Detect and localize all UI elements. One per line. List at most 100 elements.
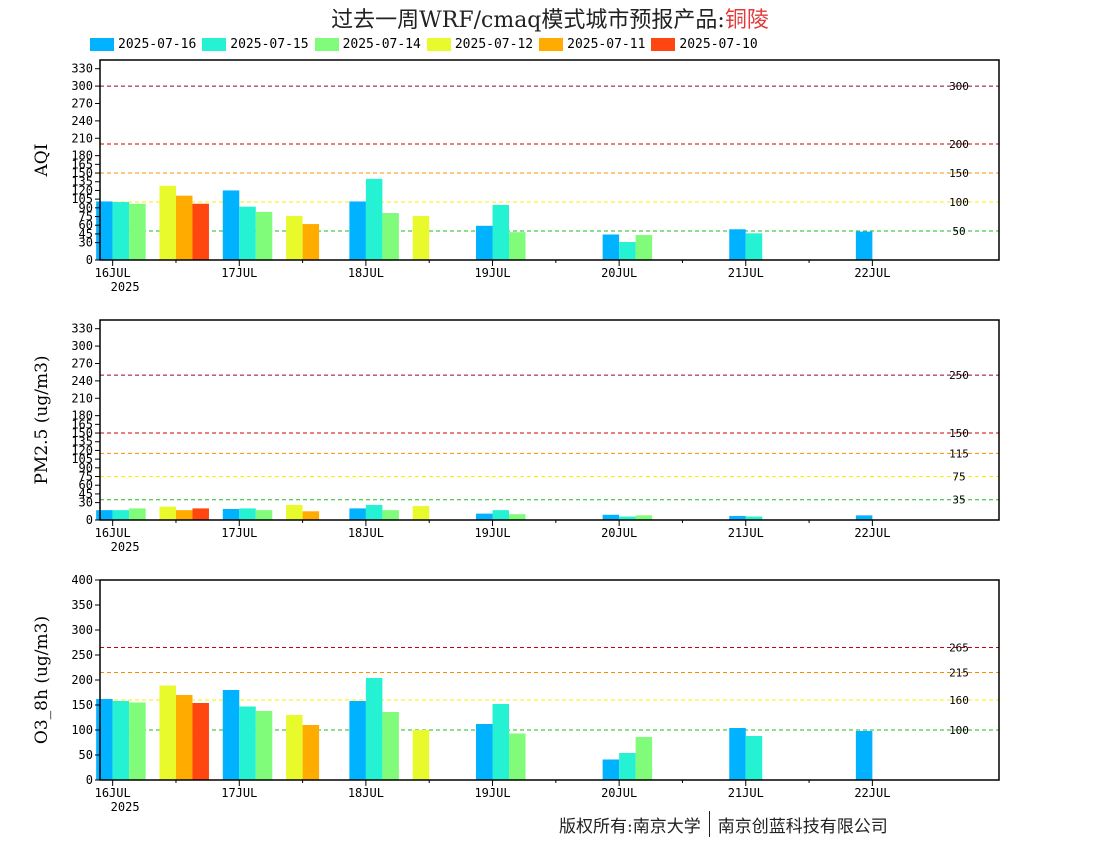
data-bar	[635, 235, 653, 260]
threshold-label: 265	[949, 642, 969, 655]
data-bar	[619, 242, 636, 260]
data-bar	[255, 510, 273, 520]
y-tick-label: 105	[71, 192, 93, 206]
data-bar	[302, 511, 320, 520]
data-bar	[729, 728, 746, 780]
data-bar	[255, 211, 273, 260]
x-tick-label: 16JUL	[95, 266, 131, 280]
legend-swatch	[314, 37, 339, 51]
data-bar	[302, 725, 320, 780]
x-tick-label: 18JUL	[348, 266, 384, 280]
plot-frame	[99, 319, 1000, 521]
data-bar	[192, 703, 209, 780]
data-bar	[175, 195, 193, 260]
data-bar	[476, 225, 493, 260]
x-tick-label: 18JUL	[348, 526, 384, 540]
legend-swatch	[426, 37, 451, 51]
y-tick-label: 60	[79, 478, 93, 492]
data-bar	[619, 753, 636, 780]
data-bar	[349, 701, 366, 780]
x-tick-label: 22JUL	[854, 786, 890, 800]
data-bar	[175, 510, 193, 520]
y-tick-label: 0	[86, 253, 93, 267]
legend-label: 2025-07-10	[679, 36, 758, 52]
data-bar	[349, 508, 366, 520]
y-tick-label: 30	[79, 236, 93, 250]
y-tick-label: 90	[79, 461, 93, 475]
data-bar	[159, 185, 176, 260]
threshold-label: 75	[952, 471, 965, 484]
y-tick-label: 250	[71, 648, 93, 662]
data-bar	[159, 506, 176, 520]
data-bar	[365, 178, 383, 260]
x-tick-label: 22JUL	[854, 266, 890, 280]
y-tick-label: 400	[71, 573, 93, 587]
data-bar	[255, 711, 273, 780]
legend-item: 2025-07-16	[90, 35, 196, 53]
data-bar	[365, 504, 383, 520]
data-bar	[509, 733, 526, 780]
legend-swatch	[202, 37, 227, 51]
x-tick-label: 17JUL	[221, 526, 257, 540]
data-bar	[286, 215, 303, 260]
threshold-label: 250	[949, 369, 969, 382]
data-bar	[286, 715, 303, 780]
data-bar	[96, 699, 113, 780]
data-bar	[745, 736, 763, 780]
data-bar	[412, 215, 430, 260]
data-bar	[112, 701, 130, 780]
y-tick-label: 135	[71, 175, 93, 189]
footer-right: 南京创蓝科技有限公司	[717, 816, 888, 837]
threshold-label: 150	[949, 427, 969, 440]
data-bar	[476, 724, 493, 780]
data-bar	[635, 515, 653, 520]
data-bar	[509, 232, 526, 260]
legend-item: 2025-07-10	[651, 35, 758, 53]
data-bar	[602, 514, 620, 520]
x-tick-label: 19JUL	[474, 526, 510, 540]
threshold-label: 115	[949, 447, 969, 460]
data-bar	[729, 229, 746, 260]
data-bar	[855, 515, 873, 520]
legend-item: 2025-07-15	[202, 35, 309, 53]
data-bar	[192, 203, 209, 260]
threshold-label: 200	[949, 138, 969, 151]
y-tick-label: 180	[71, 409, 93, 423]
x-year-label: 2025	[111, 280, 140, 294]
y-tick-label: 300	[71, 339, 93, 353]
data-bar	[302, 224, 320, 260]
y-tick-label: 120	[71, 443, 93, 457]
threshold-label: 300	[949, 80, 969, 93]
x-tick-label: 21JUL	[728, 266, 764, 280]
data-bar	[175, 695, 193, 780]
x-year-label: 2025	[111, 540, 140, 554]
data-bar	[412, 506, 430, 520]
data-bar	[239, 508, 256, 520]
y-tick-label: 75	[79, 210, 93, 224]
plot-frame	[99, 59, 1000, 261]
x-tick-label: 16JUL	[95, 786, 131, 800]
legend-item: 2025-07-12	[426, 35, 533, 53]
y-tick-label: 270	[71, 96, 93, 110]
y-tick-label: 330	[71, 62, 93, 76]
legend-item: 2025-07-11	[539, 35, 645, 53]
data-bar	[635, 737, 653, 780]
data-bar	[412, 730, 430, 780]
legend-swatch	[90, 37, 114, 51]
data-bar	[239, 206, 256, 260]
y-tick-label: 120	[71, 183, 93, 197]
data-bar	[159, 685, 176, 780]
y-tick-label: 45	[79, 227, 93, 241]
threshold-label: 150	[949, 167, 969, 180]
data-bar	[382, 712, 399, 780]
data-bar	[382, 510, 399, 520]
x-tick-label: 19JUL	[474, 786, 510, 800]
x-tick-label: 20JUL	[601, 266, 637, 280]
y-tick-label: 270	[71, 356, 93, 370]
data-bar	[96, 201, 113, 260]
y-tick-label: 350	[71, 598, 93, 612]
data-bar	[476, 513, 493, 520]
data-bar	[365, 678, 383, 780]
y-tick-label: 0	[86, 513, 93, 527]
